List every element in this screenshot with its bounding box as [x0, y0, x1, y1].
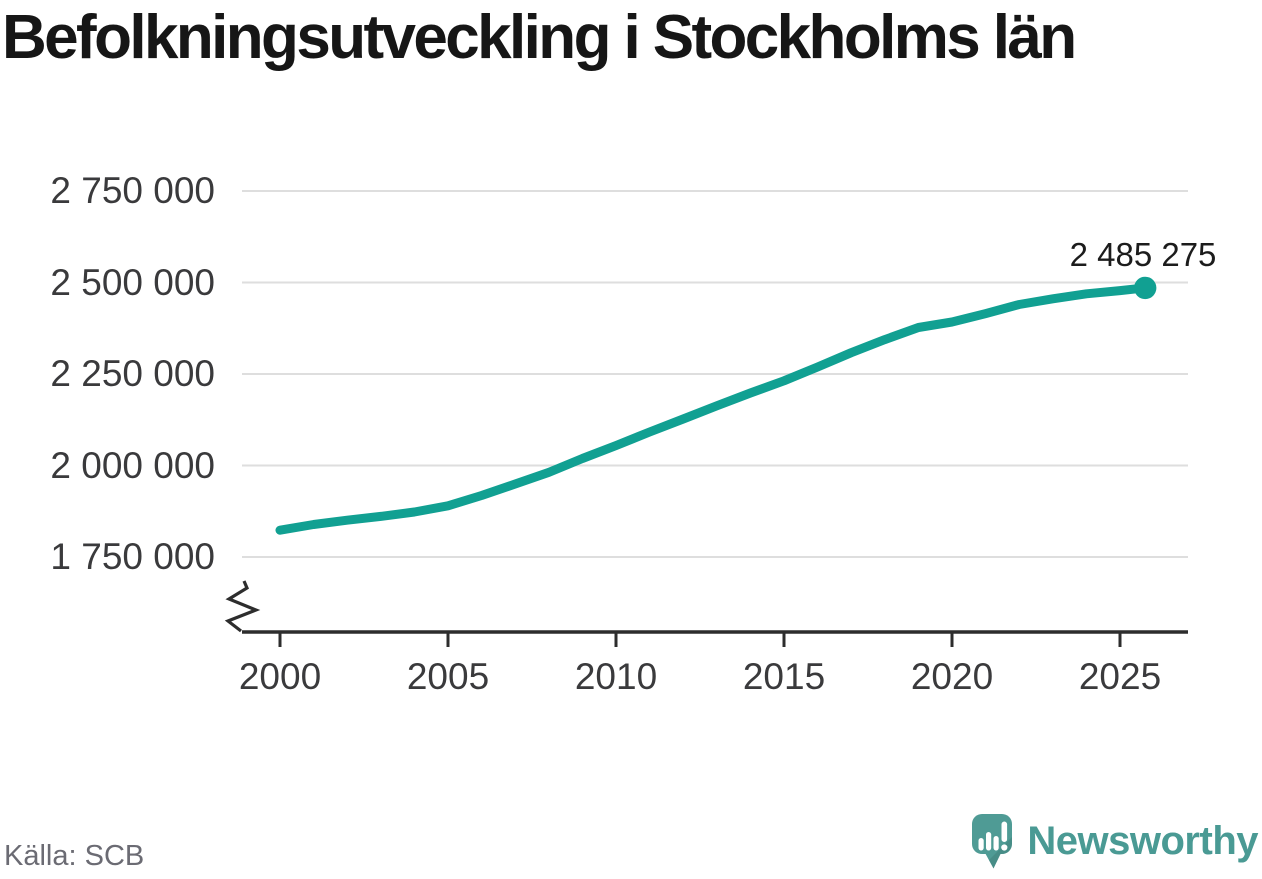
x-axis-label: 2025 [1078, 656, 1162, 697]
y-axis-label: 2 500 000 [50, 261, 215, 303]
y-axis-label: 2 000 000 [50, 444, 215, 486]
x-axis-label: 2005 [406, 656, 490, 697]
y-axis-label: 2 250 000 [50, 353, 215, 394]
x-axis-label: 2010 [574, 656, 658, 697]
end-value-label: 2 485 275 [1069, 236, 1217, 273]
end-point-marker [1134, 276, 1157, 300]
chart-title: Befolkningsutveckling i Stockholms län [2, 3, 1077, 72]
newsworthy-icon [972, 813, 1013, 868]
x-axis-label: 2000 [238, 656, 322, 697]
newsworthy-logo: Newsworthy [971, 810, 1258, 872]
y-axis-label: 2 750 000 [50, 170, 215, 211]
axis-break-zigzag [224, 580, 261, 633]
logo-bars-icon [978, 821, 1008, 851]
source-note: Källa: SCB [4, 840, 145, 872]
x-axis-label: 2020 [910, 656, 994, 697]
newsworthy-wordmark: Newsworthy [1027, 819, 1258, 863]
population-line [275, 283, 1150, 535]
x-axis-label: 2015 [742, 656, 826, 697]
y-axis-label: 1 750 000 [50, 536, 215, 577]
